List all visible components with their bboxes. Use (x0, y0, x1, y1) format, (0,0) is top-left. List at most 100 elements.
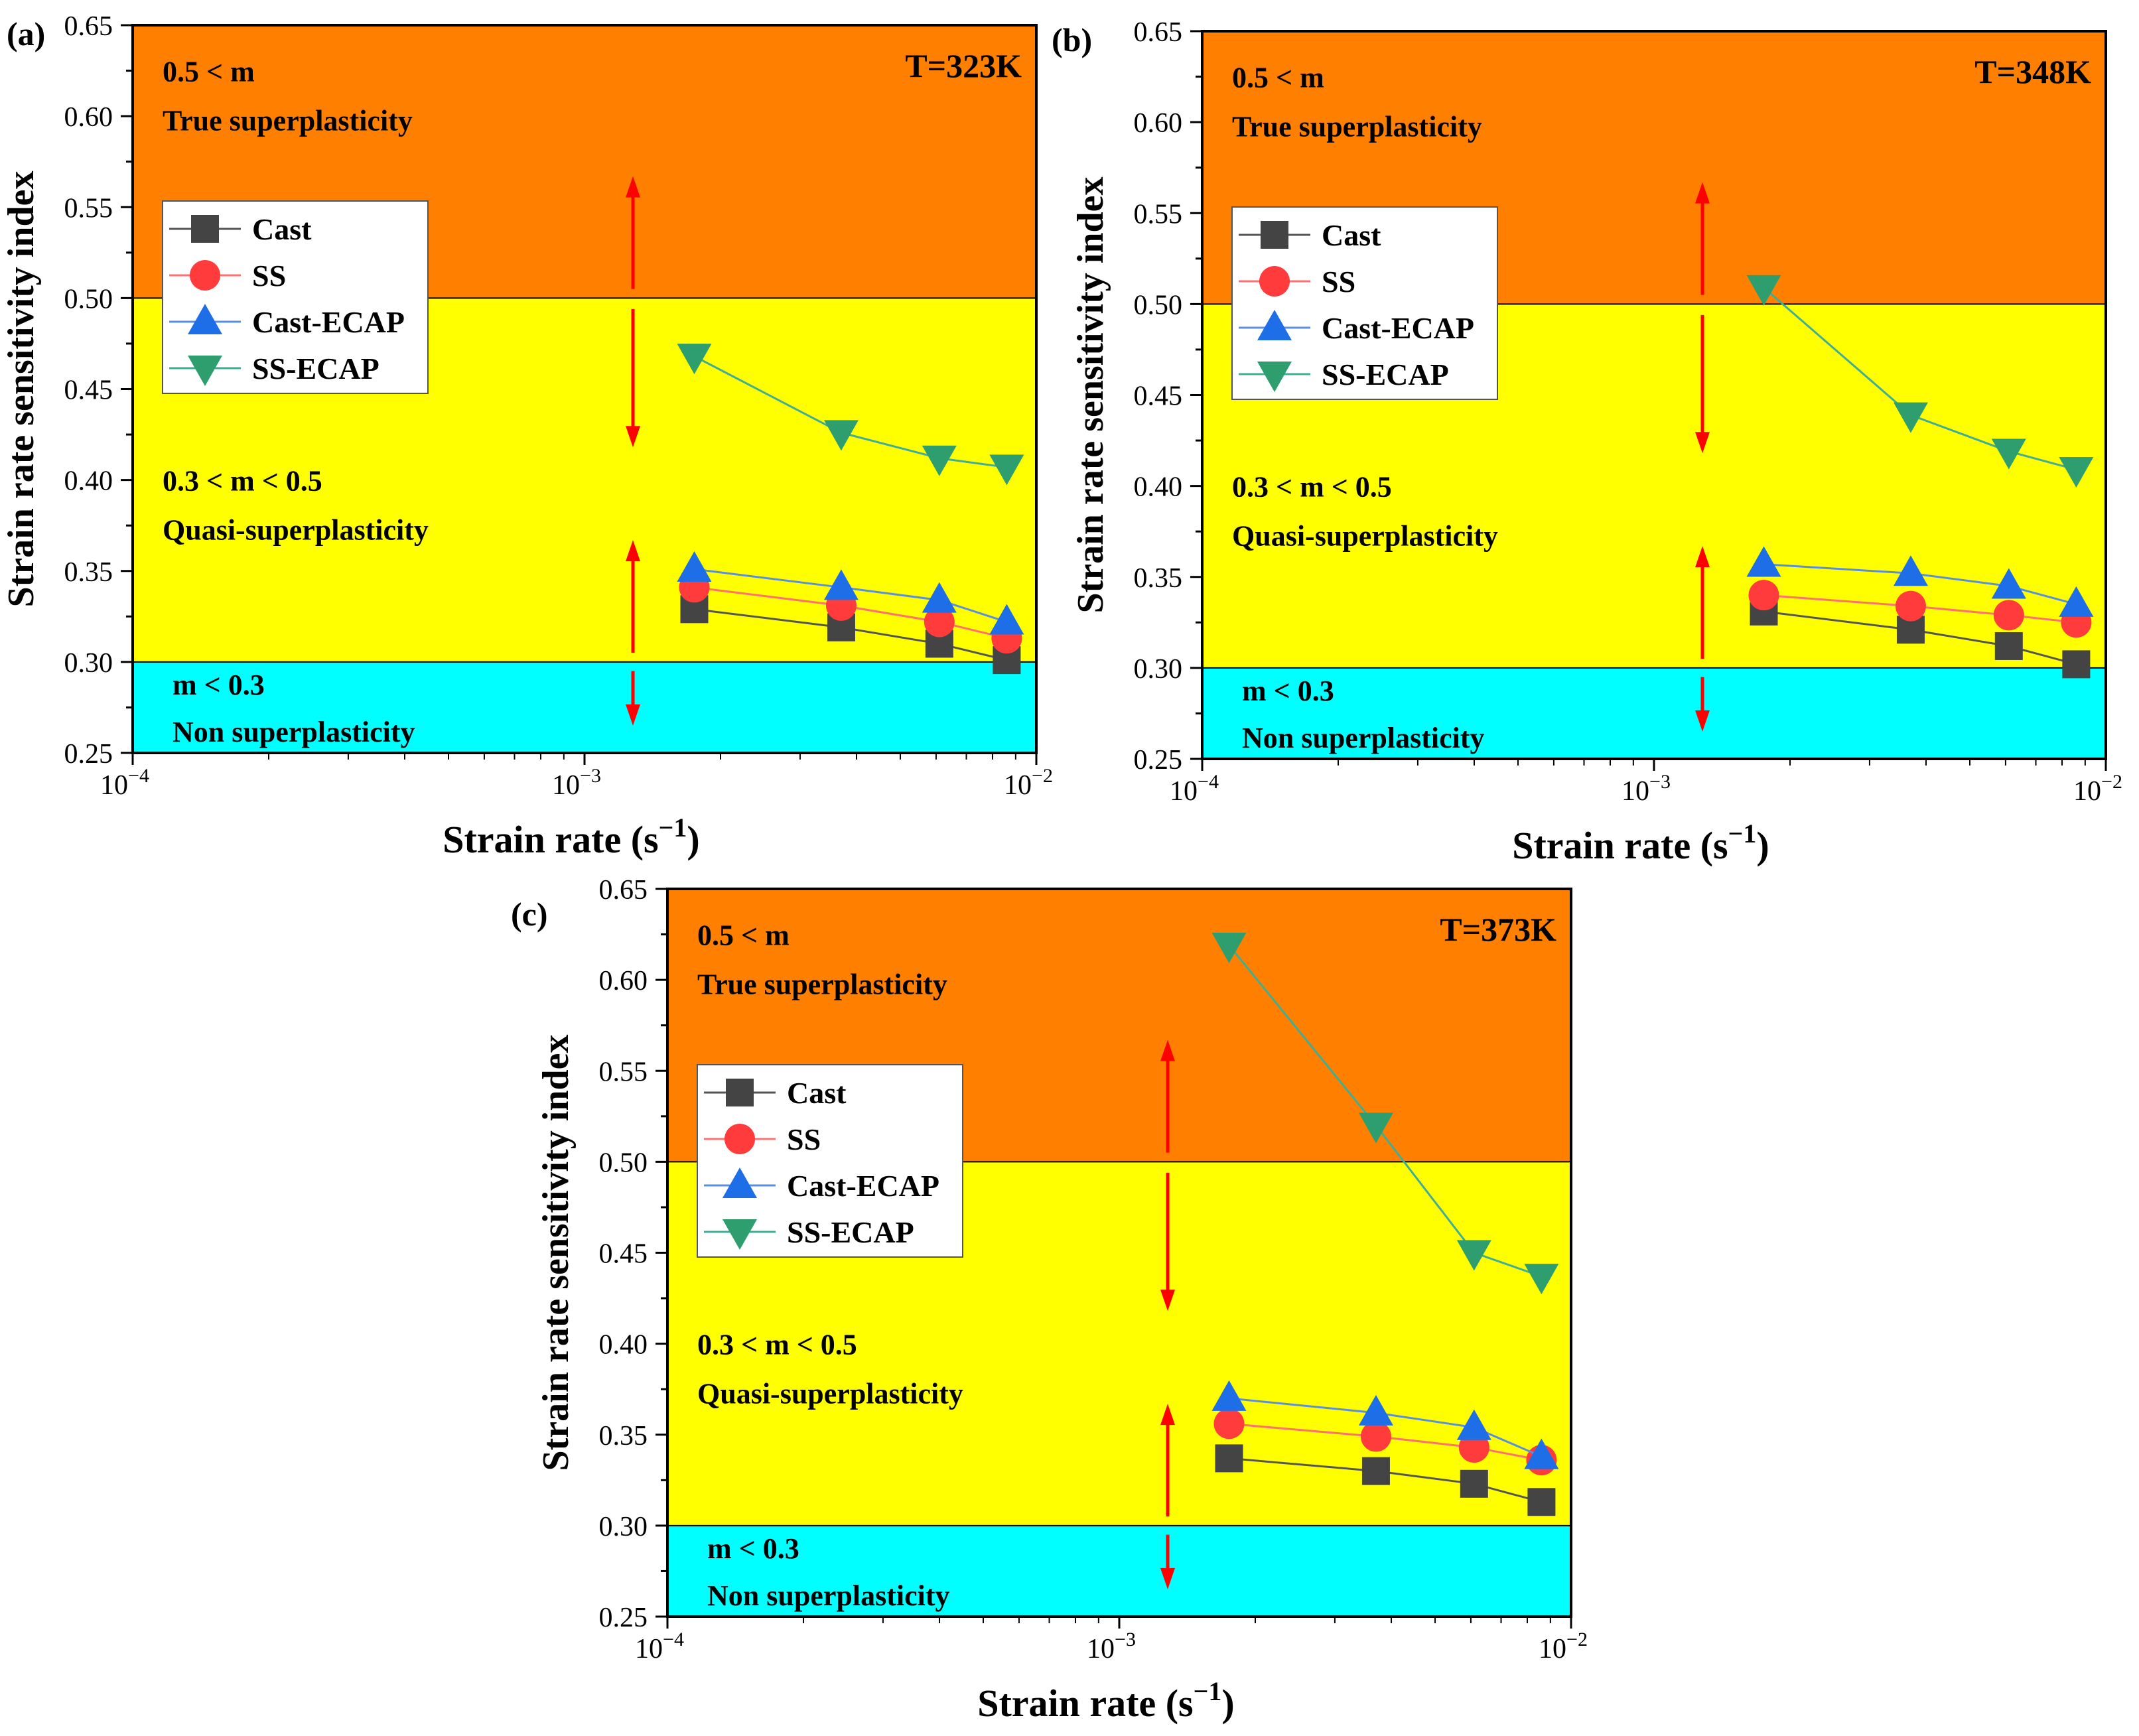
region-label-1-line1: 0.3 < m < 0.5 (1232, 471, 1392, 503)
legend-label-cast: Cast (1322, 218, 1381, 252)
region-label-1-line2: Quasi-superplasticity (1232, 520, 1498, 553)
data-point-cast-ecap-2 (1456, 1409, 1491, 1440)
data-point-ss-ecap-0 (1211, 933, 1247, 964)
region-label-2-line2: Non superplasticity (707, 1579, 949, 1612)
series-line-ss (1763, 594, 2077, 624)
data-point-cast-ecap-2 (922, 582, 957, 613)
y-tick-label-4: 0.45 (64, 375, 113, 406)
region-label-1-line1: 0.3 < m < 0.5 (163, 465, 322, 498)
data-point-cast-ecap-1 (1358, 1394, 1393, 1426)
x-tick-label-0: 10−4 (100, 765, 149, 801)
data-point-ss-ecap-3 (2059, 456, 2094, 488)
region-label-2-line1: m < 0.3 (172, 669, 265, 701)
data-point-cast-ecap-1 (1893, 555, 1928, 586)
arrow-up-quasi-head (1695, 546, 1710, 568)
data-point-cast-ecap-1 (823, 569, 859, 600)
x-tick-label-2: 10−2 (2073, 771, 2122, 807)
y-tick-label-4: 0.45 (599, 1239, 648, 1270)
arrow-down-non-head (626, 704, 641, 726)
y-tick-label-0: 0.25 (1134, 745, 1183, 775)
y-tick-label-3: 0.40 (599, 1330, 648, 1361)
y-tick-label-1: 0.30 (1134, 654, 1183, 685)
legend-label-ss: SS (252, 259, 286, 293)
series-line-cast (694, 608, 1007, 661)
legend-label-cast: Cast (787, 1076, 847, 1110)
legend-label-cast-ecap: Cast-ECAP (252, 305, 405, 339)
y-tick-label-6: 0.55 (1134, 199, 1183, 230)
data-point-cast-3 (2062, 650, 2091, 679)
y-tick-label-7: 0.60 (599, 966, 648, 996)
data-point-ss-1 (1895, 590, 1926, 622)
y-tick-label-2: 0.35 (599, 1421, 648, 1451)
y-axis-label: Strain rate sensitivity index (535, 1035, 577, 1471)
data-point-ss-ecap-1 (1358, 1112, 1393, 1144)
region-label-2-line1: m < 0.3 (707, 1532, 799, 1565)
legend-label-ss-ecap: SS-ECAP (787, 1215, 914, 1249)
chart-panel-a: 0.5 < m True superplasticity 0.3 < m < 0.5… (1, 11, 1053, 861)
legend-marker-ss-ecap (1257, 362, 1292, 392)
data-point-ss-1 (1360, 1421, 1391, 1452)
region-label-0-line2: True superplasticity (697, 968, 947, 1001)
panel-label-c: (c) (511, 896, 548, 933)
data-point-ss-ecap-1 (823, 420, 859, 451)
data-point-ss-ecap-0 (677, 344, 712, 375)
data-point-ss-ecap-2 (922, 445, 957, 476)
y-tick-label-3: 0.40 (1134, 472, 1183, 503)
legend-marker-ss (724, 1124, 755, 1154)
y-tick-label-8: 0.65 (599, 875, 648, 905)
data-point-cast-ecap-2 (1991, 568, 2026, 599)
x-tick-label-0: 10−4 (1170, 771, 1219, 807)
x-tick-label-0: 10−4 (635, 1629, 684, 1664)
series-line-cast (1229, 1457, 1542, 1503)
y-tick-label-5: 0.50 (599, 1148, 648, 1178)
region-label-0-line1: 0.5 < m (697, 919, 790, 952)
legend-marker-ss-ecap (188, 356, 222, 386)
y-tick-label-3: 0.40 (64, 466, 113, 497)
arrow-up-quasi-head (626, 540, 641, 562)
series-line-cast-ecap (1763, 563, 2077, 606)
legend-label-ss: SS (787, 1122, 821, 1156)
y-axis-label: Strain rate sensitivity index (1, 171, 42, 608)
y-tick-label-5: 0.50 (1134, 290, 1183, 320)
series-line-cast-ecap (1229, 1397, 1542, 1458)
y-tick-label-5: 0.50 (64, 284, 113, 314)
legend-marker-ss (1259, 266, 1290, 297)
y-tick-label-0: 0.25 (64, 739, 113, 769)
temperature-label: T=348K (1974, 53, 2091, 90)
x-tick-label-1: 10−3 (552, 765, 601, 801)
data-point-ss-0 (1213, 1408, 1245, 1439)
legend-marker-cast (726, 1079, 754, 1106)
x-axis-label: Strain rate (s−1) (1512, 819, 1769, 867)
y-tick-label-8: 0.65 (64, 11, 113, 42)
data-point-ss-ecap-3 (989, 454, 1024, 486)
series-line-cast-ecap (694, 568, 1007, 623)
x-axis-label: Strain rate (s−1) (443, 813, 700, 861)
arrow-down-non-head (1160, 1568, 1176, 1589)
series-line-cast (1763, 610, 2077, 665)
region-label-2-line2: Non superplasticity (172, 716, 415, 748)
legend-marker-cast (1261, 221, 1288, 249)
data-point-ss-ecap-2 (1456, 1240, 1491, 1271)
arrow-down-non-head (1695, 710, 1710, 732)
chart-panel-b: 0.5 < m True superplasticity 0.3 < m < 0.5… (1052, 17, 2122, 867)
legend-label-cast-ecap: Cast-ECAP (1322, 311, 1474, 345)
data-point-cast-2 (1460, 1469, 1488, 1498)
y-tick-label-0: 0.25 (599, 1603, 648, 1633)
series-line-ss-ecap (1763, 287, 2077, 471)
legend-marker-cast (191, 215, 219, 243)
region-label-0-line1: 0.5 < m (1232, 62, 1324, 94)
y-tick-label-7: 0.60 (64, 102, 113, 133)
legend-label-ss-ecap: SS-ECAP (1322, 358, 1449, 391)
arrow-down-quasi-head (626, 426, 641, 448)
series-line-ss (1229, 1422, 1542, 1461)
x-tick-label-1: 10−3 (1622, 771, 1671, 807)
x-tick-label-2: 10−2 (1004, 765, 1053, 801)
chart-panel-c: 0.5 < m True superplasticity 0.3 < m < 0.5… (511, 875, 1588, 1725)
data-point-ss-ecap-2 (1991, 438, 2026, 470)
data-point-cast-1 (1361, 1457, 1390, 1485)
legend-marker-cast-ecap (723, 1168, 757, 1198)
data-point-ss-ecap-0 (1746, 275, 1781, 306)
data-point-cast-ecap-3 (1524, 1438, 1559, 1469)
data-point-cast-0 (1215, 1444, 1243, 1473)
